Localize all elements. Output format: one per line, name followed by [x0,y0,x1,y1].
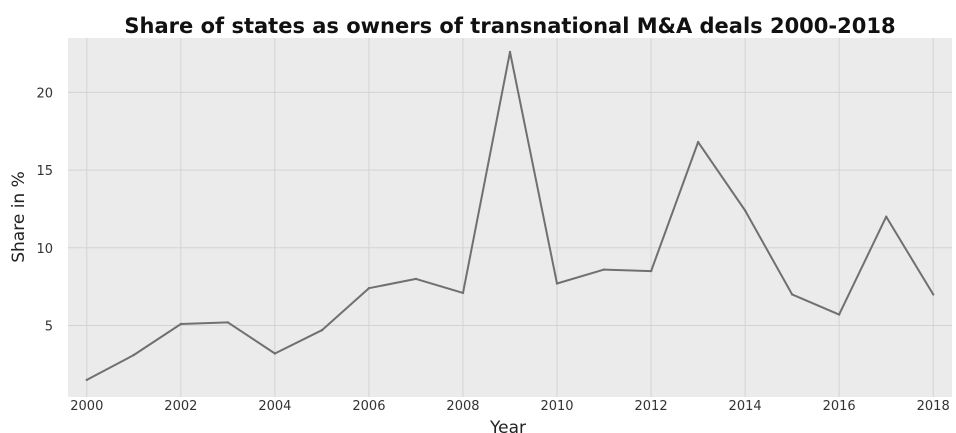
series-layer [85,50,935,382]
grid-lines [68,38,952,397]
x-tick-label: 2012 [635,399,668,414]
x-tick-label: 2016 [823,399,856,414]
x-tick-label: 2008 [446,399,479,414]
data-point [508,50,512,54]
y-tick-label: 10 [36,242,53,257]
x-tick-label: 2014 [729,399,762,414]
y-tick-label: 15 [36,164,53,179]
data-point [273,352,277,355]
x-tick-label: 2000 [70,399,103,414]
y-tick-label: 5 [45,320,53,335]
y-axis-label: Share in % [9,171,29,263]
data-point [932,293,935,296]
data-point [649,269,653,273]
chart-title: Share of states as owners of transnation… [124,14,895,38]
plot-area [68,38,952,397]
data-point [837,313,841,316]
x-tick-label: 2010 [540,399,573,414]
data-point [885,215,888,218]
data-point [85,378,89,382]
data-point [790,293,794,296]
x-tick-label: 2004 [258,399,291,414]
tick-labels: 2000 2002 2004 2006 2008 2010 2012 2014 2016 2018… [36,86,949,414]
data-point [320,329,324,332]
data-point [602,268,606,271]
x-tick-label: 2018 [917,399,950,414]
data-point [226,321,230,324]
data-point [743,209,747,212]
y-tick-label: 20 [36,86,53,101]
data-point [132,353,135,357]
x-axis-label: Year [489,418,526,433]
data-point [461,291,465,295]
data-point [555,282,559,285]
data-point [696,140,700,144]
x-tick-label: 2006 [352,399,385,414]
data-point [179,322,183,326]
x-tick-label: 2002 [164,399,197,414]
data-point [367,287,371,290]
data-point [414,277,418,281]
